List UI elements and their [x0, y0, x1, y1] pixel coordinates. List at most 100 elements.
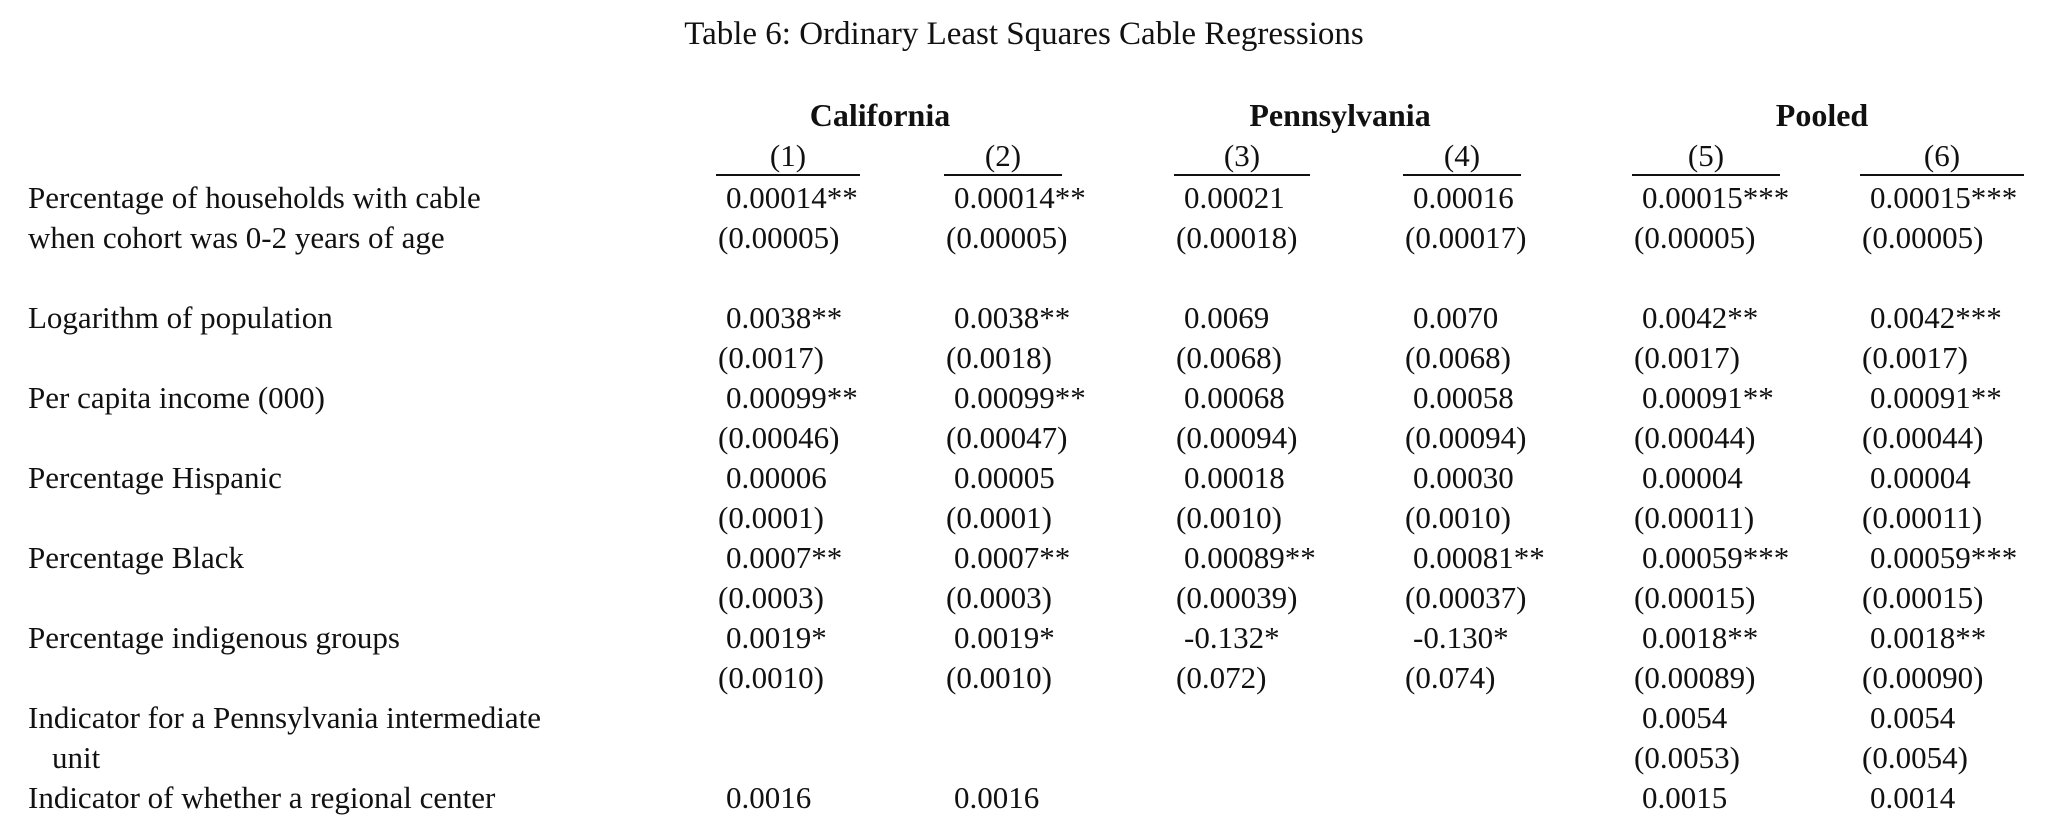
std-error-cell: (0.00094) — [1405, 420, 1527, 455]
std-error-cell: (0.00018) — [1176, 220, 1298, 255]
std-error-cell: (0.00017) — [1405, 220, 1527, 255]
std-error-cell: (0.00047) — [946, 420, 1068, 455]
column-header: (1) — [716, 138, 860, 176]
coefficient-cell: 0.0007** — [726, 540, 843, 575]
row-label: Per capita income (000) — [28, 380, 325, 415]
std-error-cell: (0.0003) — [718, 580, 824, 615]
row-label: when cohort was 0-2 years of age — [28, 220, 445, 255]
coefficient-cell: 0.00014** — [726, 180, 858, 215]
coefficient-cell: 0.00081** — [1413, 540, 1545, 575]
coefficient-cell: 0.0042*** — [1870, 300, 2002, 335]
coefficient-cell: 0.0054 — [1870, 700, 1956, 735]
std-error-cell: (0.00011) — [1862, 500, 1983, 535]
std-error-cell: (0.0003) — [946, 580, 1052, 615]
row-label: Percentage Black — [28, 540, 245, 575]
column-header: (6) — [1860, 138, 2024, 176]
std-error-cell: (0.074) — [1405, 660, 1496, 695]
column-header: (3) — [1174, 138, 1310, 176]
coefficient-cell: 0.00058 — [1413, 380, 1514, 415]
std-error-cell: (0.00037) — [1405, 580, 1527, 615]
std-error-cell: (0.0010) — [1405, 500, 1511, 535]
coefficient-cell: 0.0038** — [954, 300, 1071, 335]
std-error-cell: (0.00044) — [1634, 420, 1756, 455]
coefficient-cell: 0.00059*** — [1870, 540, 2018, 575]
coefficient-cell: 0.00005 — [954, 460, 1055, 495]
std-error-cell: (0.00044) — [1862, 420, 1984, 455]
coefficient-cell: 0.00099** — [726, 380, 858, 415]
std-error-cell: (0.072) — [1176, 660, 1267, 695]
row-label: Percentage of households with cable — [28, 180, 481, 215]
row-label: Indicator of whether a regional center — [28, 780, 496, 815]
coefficient-cell: -0.130* — [1413, 620, 1509, 655]
coefficient-cell: 0.0015 — [1642, 780, 1728, 815]
column-header: (2) — [944, 138, 1062, 176]
table-title: Table 6: Ordinary Least Squares Cable Re… — [684, 16, 1364, 52]
std-error-cell: (0.00005) — [946, 220, 1068, 255]
std-error-cell: (0.0053) — [1634, 740, 1740, 775]
std-error-cell: (0.00046) — [718, 420, 840, 455]
coefficient-cell: 0.0014 — [1870, 780, 1956, 815]
coefficient-cell: 0.0019* — [726, 620, 827, 655]
coefficient-cell: 0.00068 — [1184, 380, 1285, 415]
coefficient-cell: 0.00091** — [1642, 380, 1774, 415]
group-header: Pooled — [1775, 97, 1869, 133]
column-header: (5) — [1632, 138, 1780, 176]
std-error-cell: (0.00039) — [1176, 580, 1298, 615]
coefficient-cell: 0.00059*** — [1642, 540, 1790, 575]
std-error-cell: (0.00015) — [1862, 580, 1984, 615]
row-label: Percentage indigenous groups — [28, 620, 400, 655]
coefficient-cell: 0.0042** — [1642, 300, 1759, 335]
group-header: Pennsylvania — [1249, 97, 1431, 133]
coefficient-cell: 0.0070 — [1413, 300, 1499, 335]
std-error-cell: (0.00011) — [1634, 500, 1755, 535]
coefficient-cell: 0.0018** — [1870, 620, 1987, 655]
std-error-cell: (0.0010) — [718, 660, 824, 695]
row-label: Percentage Hispanic — [28, 460, 282, 495]
coefficient-cell: 0.00021 — [1184, 180, 1285, 215]
std-error-cell: (0.0010) — [1176, 500, 1282, 535]
coefficient-cell: 0.00015*** — [1642, 180, 1790, 215]
std-error-cell: (0.0001) — [946, 500, 1052, 535]
std-error-cell: (0.0068) — [1405, 340, 1511, 375]
std-error-cell: (0.00005) — [1862, 220, 1984, 255]
row-label: Logarithm of population — [28, 300, 333, 335]
std-error-cell: (0.0010) — [946, 660, 1052, 695]
group-header: California — [809, 97, 951, 133]
std-error-cell: (0.00005) — [1634, 220, 1756, 255]
coefficient-cell: 0.0018** — [1642, 620, 1759, 655]
coefficient-cell: 0.00091** — [1870, 380, 2002, 415]
std-error-cell: (0.00015) — [1634, 580, 1756, 615]
std-error-cell: (0.0017) — [1634, 340, 1740, 375]
std-error-cell: (0.0054) — [1862, 740, 1968, 775]
std-error-cell: (0.0018) — [946, 340, 1052, 375]
coefficient-cell: 0.0007** — [954, 540, 1071, 575]
coefficient-cell: 0.00099** — [954, 380, 1086, 415]
coefficient-cell: 0.00018 — [1184, 460, 1285, 495]
column-header: (4) — [1403, 138, 1521, 176]
coefficient-cell: -0.132* — [1184, 620, 1280, 655]
std-error-cell: (0.00089) — [1634, 660, 1756, 695]
std-error-cell: (0.0068) — [1176, 340, 1282, 375]
std-error-cell: (0.0001) — [718, 500, 824, 535]
coefficient-cell: 0.0019* — [954, 620, 1055, 655]
coefficient-cell: 0.0038** — [726, 300, 843, 335]
coefficient-cell: 0.00004 — [1642, 460, 1743, 495]
coefficient-cell: 0.00016 — [1413, 180, 1514, 215]
coefficient-cell: 0.0069 — [1184, 300, 1270, 335]
coefficient-cell: 0.0016 — [726, 780, 812, 815]
coefficient-cell: 0.0054 — [1642, 700, 1728, 735]
std-error-cell: (0.0017) — [718, 340, 824, 375]
std-error-cell: (0.00090) — [1862, 660, 1984, 695]
row-label: unit — [52, 740, 101, 775]
std-error-cell: (0.00094) — [1176, 420, 1298, 455]
std-error-cell: (0.00005) — [718, 220, 840, 255]
coefficient-cell: 0.00089** — [1184, 540, 1316, 575]
row-label: Indicator for a Pennsylvania intermediat… — [28, 700, 542, 735]
coefficient-cell: 0.00014** — [954, 180, 1086, 215]
coefficient-cell: 0.00015*** — [1870, 180, 2018, 215]
std-error-cell: (0.0017) — [1862, 340, 1968, 375]
coefficient-cell: 0.00004 — [1870, 460, 1971, 495]
coefficient-cell: 0.0016 — [954, 780, 1040, 815]
coefficient-cell: 0.00006 — [726, 460, 827, 495]
coefficient-cell: 0.00030 — [1413, 460, 1514, 495]
